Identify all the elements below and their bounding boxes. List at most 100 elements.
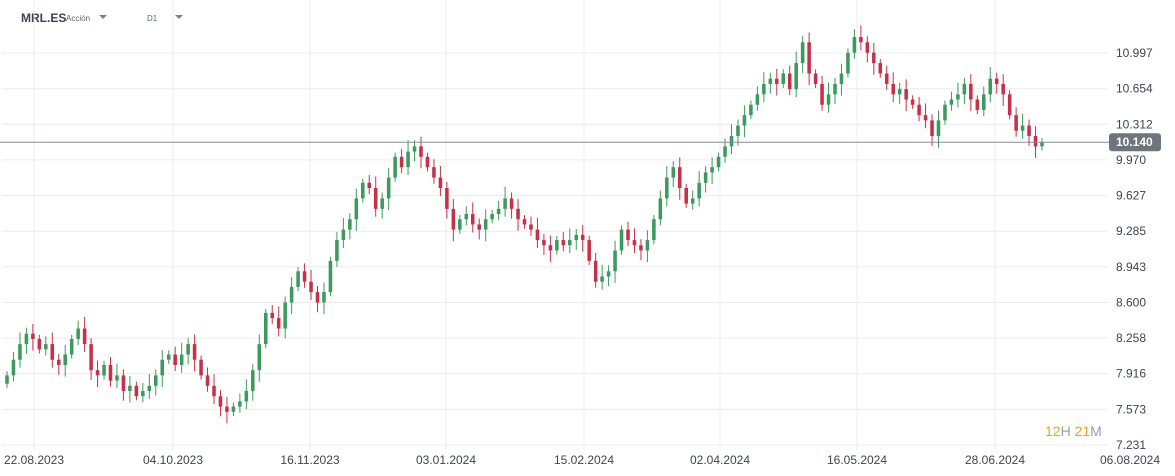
candle	[1001, 74, 1005, 106]
candle	[645, 230, 650, 263]
candle	[296, 267, 300, 292]
candle-body	[800, 42, 805, 64]
current-price-line: 10.140	[0, 133, 1161, 152]
candle	[115, 363, 119, 389]
y-tick-label: 7.573	[1116, 402, 1146, 416]
candle	[982, 86, 986, 116]
candle-body	[613, 250, 617, 272]
candle-body	[516, 208, 520, 220]
candle-body	[969, 83, 973, 100]
candle	[283, 296, 287, 339]
candle	[192, 334, 197, 372]
candle-body	[956, 94, 960, 100]
candle-body	[787, 73, 792, 90]
candle-body	[257, 344, 262, 371]
candle-body	[729, 135, 734, 147]
candle-body	[593, 260, 598, 282]
countdown-minutes-unit: M	[1090, 423, 1102, 439]
candle	[988, 67, 993, 103]
candle	[962, 77, 967, 105]
candle-body	[820, 83, 824, 105]
candle	[425, 152, 430, 172]
candle	[600, 264, 604, 290]
countdown-hours-unit: H	[1060, 423, 1071, 439]
x-tick-label: 06.08.2024	[1100, 453, 1160, 467]
candle-body	[18, 344, 22, 360]
caret-down-icon[interactable]	[99, 15, 107, 19]
candle-body	[859, 37, 863, 43]
candle	[212, 374, 216, 405]
candle-body	[697, 182, 701, 199]
candle	[749, 100, 753, 120]
candle-body	[710, 167, 714, 173]
candle-body	[878, 63, 883, 74]
candle-body	[309, 281, 313, 293]
candle-body	[587, 240, 591, 261]
candle	[574, 228, 579, 250]
candle-body	[102, 364, 106, 376]
candle	[503, 186, 507, 217]
candle-body	[141, 390, 145, 397]
candle-body	[231, 406, 236, 412]
candle	[341, 217, 346, 248]
symbol-label[interactable]: MRL.ES	[21, 11, 67, 25]
candle	[186, 338, 190, 365]
candle-body	[555, 240, 559, 251]
candle-body	[917, 104, 921, 116]
candle-body	[69, 338, 74, 355]
candle-body	[658, 198, 663, 220]
candle-body	[173, 354, 177, 365]
candle-body	[936, 120, 941, 136]
candle	[626, 221, 630, 247]
candle	[205, 367, 210, 392]
candle-body	[44, 344, 48, 350]
candle	[102, 360, 106, 380]
candle	[555, 235, 559, 255]
candle-body	[154, 375, 158, 386]
caret-down-icon[interactable]	[175, 15, 183, 19]
y-tick-label: 8.258	[1116, 331, 1146, 345]
candle-body	[128, 385, 132, 391]
candle-body	[846, 52, 850, 74]
candle-body	[943, 104, 947, 121]
candle	[1040, 138, 1044, 151]
candle-body	[535, 229, 540, 241]
candle-countdown: 12H 21M	[1045, 423, 1102, 439]
y-tick-label: 9.285	[1116, 224, 1146, 238]
candle	[923, 103, 928, 129]
candle	[134, 381, 139, 401]
candle-body	[56, 359, 61, 365]
candle-body	[361, 182, 365, 199]
candle	[917, 96, 921, 122]
candle-body	[606, 271, 611, 277]
candle-body	[807, 42, 811, 74]
candle	[160, 349, 165, 388]
timeframe-selector[interactable]: D1	[147, 14, 158, 23]
time-axis: 22.08.2023 04.10.2023 16.11.2023 03.01.2024…	[4, 453, 1160, 467]
x-tick-label: 16.05.2024	[827, 453, 887, 467]
candle	[458, 215, 462, 234]
candle-body	[263, 312, 268, 345]
candle-body	[690, 198, 695, 204]
candle-body	[425, 156, 430, 168]
candle-body	[755, 94, 760, 105]
candle-body	[348, 219, 352, 230]
candle-body	[490, 214, 494, 220]
candle	[561, 232, 566, 252]
candle-body	[166, 354, 171, 360]
candle-body	[839, 73, 844, 84]
candle-body	[891, 83, 895, 95]
candle-body	[380, 198, 384, 209]
candle	[108, 357, 113, 387]
candle-body	[930, 120, 934, 136]
candle	[432, 159, 436, 184]
candle-body	[1007, 94, 1012, 116]
candle	[147, 374, 152, 399]
candle-body	[904, 89, 908, 100]
candle	[619, 225, 624, 255]
candle	[24, 327, 29, 354]
candle-body	[580, 234, 585, 241]
candle	[943, 100, 947, 125]
candle-body	[186, 344, 190, 355]
